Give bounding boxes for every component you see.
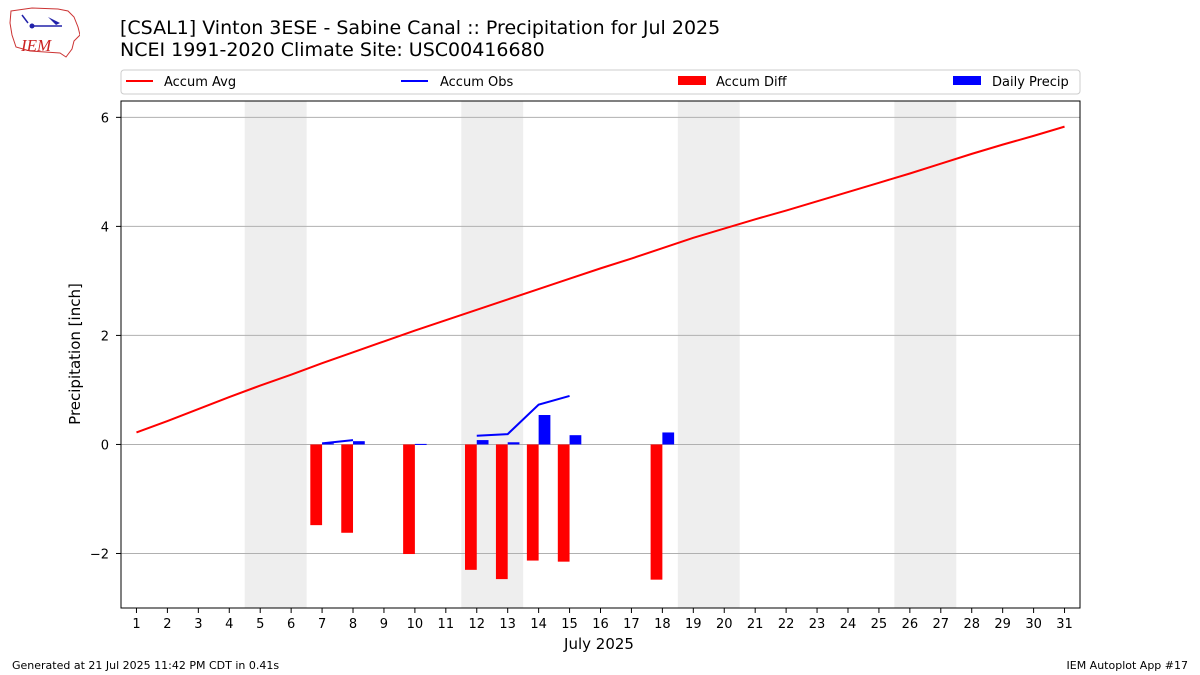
daily-precip-bar	[662, 432, 675, 445]
logo-text: IEM	[20, 36, 52, 55]
x-tick-label: 25	[871, 617, 888, 632]
accum-obs-line	[476, 394, 570, 437]
accum-diff-bar	[495, 444, 508, 580]
y-axis-label: Precipitation [inch]	[66, 283, 84, 425]
x-tick-label: 28	[963, 617, 980, 632]
accum-diff-bar	[310, 444, 323, 526]
daily-precip-bar	[538, 415, 551, 445]
y-tick-label: 0	[101, 438, 109, 453]
x-tick-label: 31	[1056, 617, 1073, 632]
y-axis-ticks: −2 0 2 4 6	[90, 111, 121, 562]
x-tick-label: 3	[194, 617, 202, 632]
legend-swatch-daily-precip	[953, 76, 981, 85]
x-tick-label: 2	[163, 617, 171, 632]
x-tick-label: 1	[132, 617, 140, 632]
x-tick-label: 4	[225, 617, 233, 632]
weekend-shade	[244, 101, 307, 608]
x-tick-label: 29	[994, 617, 1011, 632]
x-tick-label: 17	[623, 617, 640, 632]
x-tick-label: 22	[778, 617, 795, 632]
x-tick-label: 16	[592, 617, 609, 632]
x-tick-label: 18	[654, 617, 671, 632]
y-tick-label: 6	[101, 111, 109, 126]
y-tick-label: −2	[90, 547, 109, 562]
daily-precip-bar	[476, 440, 489, 445]
x-tick-label: 27	[933, 617, 950, 632]
chart-subtitle: NCEI 1991-2020 Climate Site: USC00416680	[120, 39, 545, 61]
x-tick-label: 10	[407, 617, 424, 632]
x-tick-label: 12	[468, 617, 485, 632]
x-tick-label: 5	[256, 617, 264, 632]
accum-diff-bar	[557, 444, 570, 562]
grid-lines	[121, 116, 1080, 554]
daily-precip-bar	[414, 443, 427, 445]
x-axis-label: July 2025	[563, 635, 634, 653]
accum-avg-line	[136, 125, 1065, 434]
accum-obs-line	[321, 439, 354, 445]
x-tick-label: 14	[530, 617, 547, 632]
legend-label-accum-avg: Accum Avg	[164, 75, 236, 90]
weekend-shading	[244, 101, 957, 608]
legend-label-accum-obs: Accum Obs	[440, 75, 513, 90]
accum-diff-bar	[526, 444, 539, 561]
x-tick-label: 23	[809, 617, 826, 632]
daily-precip-bar	[322, 443, 334, 445]
chart-title: [CSAL1] Vinton 3ESE - Sabine Canal :: Pr…	[120, 17, 721, 39]
x-tick-label: 9	[380, 617, 388, 632]
weekend-shade	[677, 101, 740, 608]
footer-generated: Generated at 21 Jul 2025 11:42 PM CDT in…	[12, 659, 280, 672]
x-tick-label: 24	[840, 617, 857, 632]
y-tick-label: 4	[101, 220, 109, 235]
x-tick-label: 8	[349, 617, 357, 632]
iem-logo: IEM	[9, 7, 80, 58]
weekend-shade	[894, 101, 957, 608]
x-tick-label: 21	[747, 617, 764, 632]
daily-precip-bars	[322, 415, 675, 445]
legend-label-accum-diff: Accum Diff	[716, 75, 788, 90]
x-tick-label: 26	[902, 617, 919, 632]
x-tick-label: 20	[716, 617, 733, 632]
daily-precip-bar	[507, 442, 520, 445]
legend-swatch-accum-diff	[678, 76, 706, 85]
x-axis-ticks: 1 2 3 4 5 6 7 8 9 10 11 12 13 14 15 16 17 18 19 20 21 22 23 24 2…	[132, 608, 1073, 632]
x-tick-label: 11	[438, 617, 455, 632]
daily-precip-bar	[353, 441, 365, 445]
accum-diff-bar	[650, 444, 663, 580]
daily-precip-bar	[569, 435, 582, 445]
legend-label-daily-precip: Daily Precip	[992, 75, 1069, 90]
x-tick-label: 6	[287, 617, 295, 632]
accum-diff-bars	[310, 444, 663, 580]
x-tick-label: 30	[1025, 617, 1042, 632]
x-tick-label: 13	[499, 617, 516, 632]
accum-diff-bar	[341, 444, 354, 533]
legend-box	[120, 69, 1081, 95]
x-tick-label: 19	[685, 617, 702, 632]
footer-app: IEM Autoplot App #17	[1066, 659, 1189, 672]
legend: Accum Avg Accum Obs Accum Diff Daily Pre…	[120, 69, 1081, 95]
x-tick-label: 15	[561, 617, 578, 632]
accum-diff-bar	[403, 444, 415, 555]
accum-lines	[136, 125, 1065, 445]
y-tick-label: 2	[101, 329, 109, 344]
x-tick-label: 7	[318, 617, 326, 632]
accum-diff-bar	[465, 444, 477, 570]
